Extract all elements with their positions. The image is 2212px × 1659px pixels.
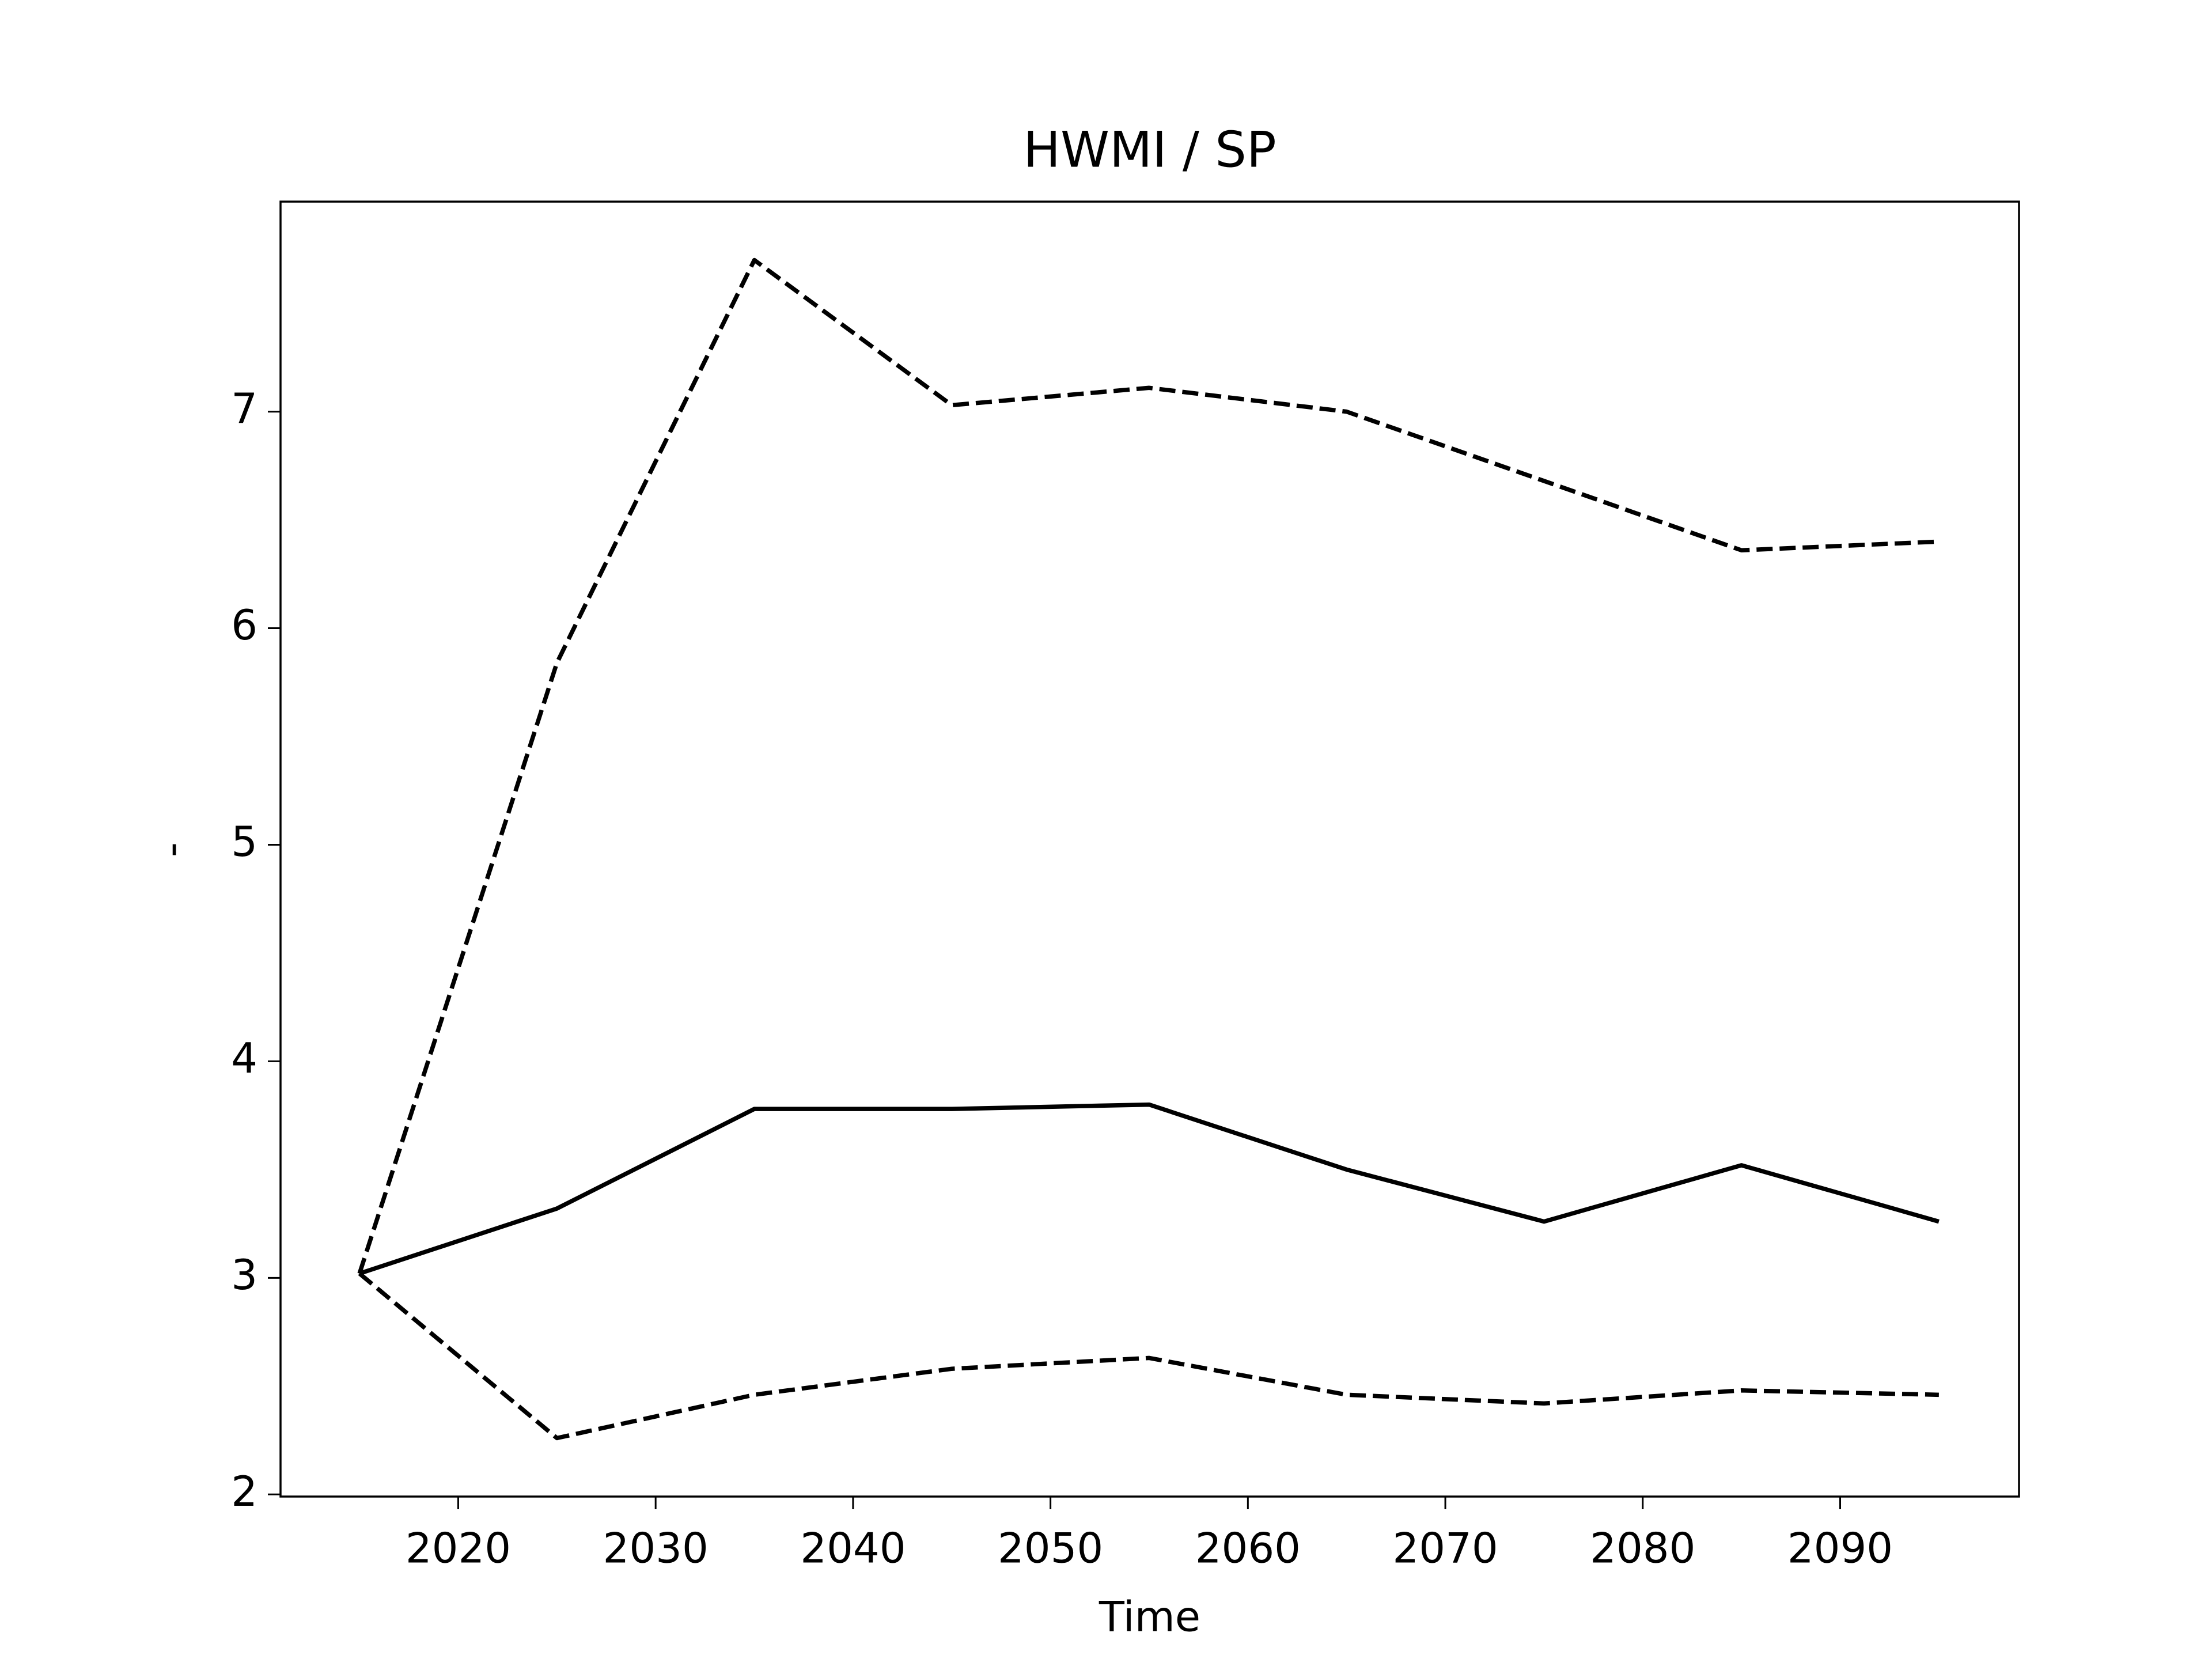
chart-title: HWMI / SP [1023,121,1276,179]
x-tick-label: 2020 [406,1524,511,1573]
y-axis-label: - [147,842,196,857]
y-tick-label: 6 [231,601,257,649]
series-line [358,1102,1940,1276]
y-tick-label: 5 [231,817,257,866]
x-tick-label: 2040 [800,1524,906,1573]
x-tick-label: 2080 [1590,1524,1695,1573]
x-tick-label: 2070 [1392,1524,1498,1573]
y-tick-label: 2 [231,1467,257,1516]
x-tick-label: 2050 [998,1524,1103,1573]
series-line [357,257,1940,1274]
x-tick-label: 2090 [1787,1524,1893,1573]
y-tick-label: 4 [231,1034,257,1082]
y-tick-label: 7 [231,384,257,433]
x-axis-label: Time [1099,1593,1200,1641]
x-tick-label: 2030 [603,1524,709,1573]
x-tick-label: 2060 [1195,1524,1301,1573]
plot-frame [279,200,2020,1498]
series-line [358,1271,1939,1441]
y-tick-label: 3 [231,1251,257,1299]
